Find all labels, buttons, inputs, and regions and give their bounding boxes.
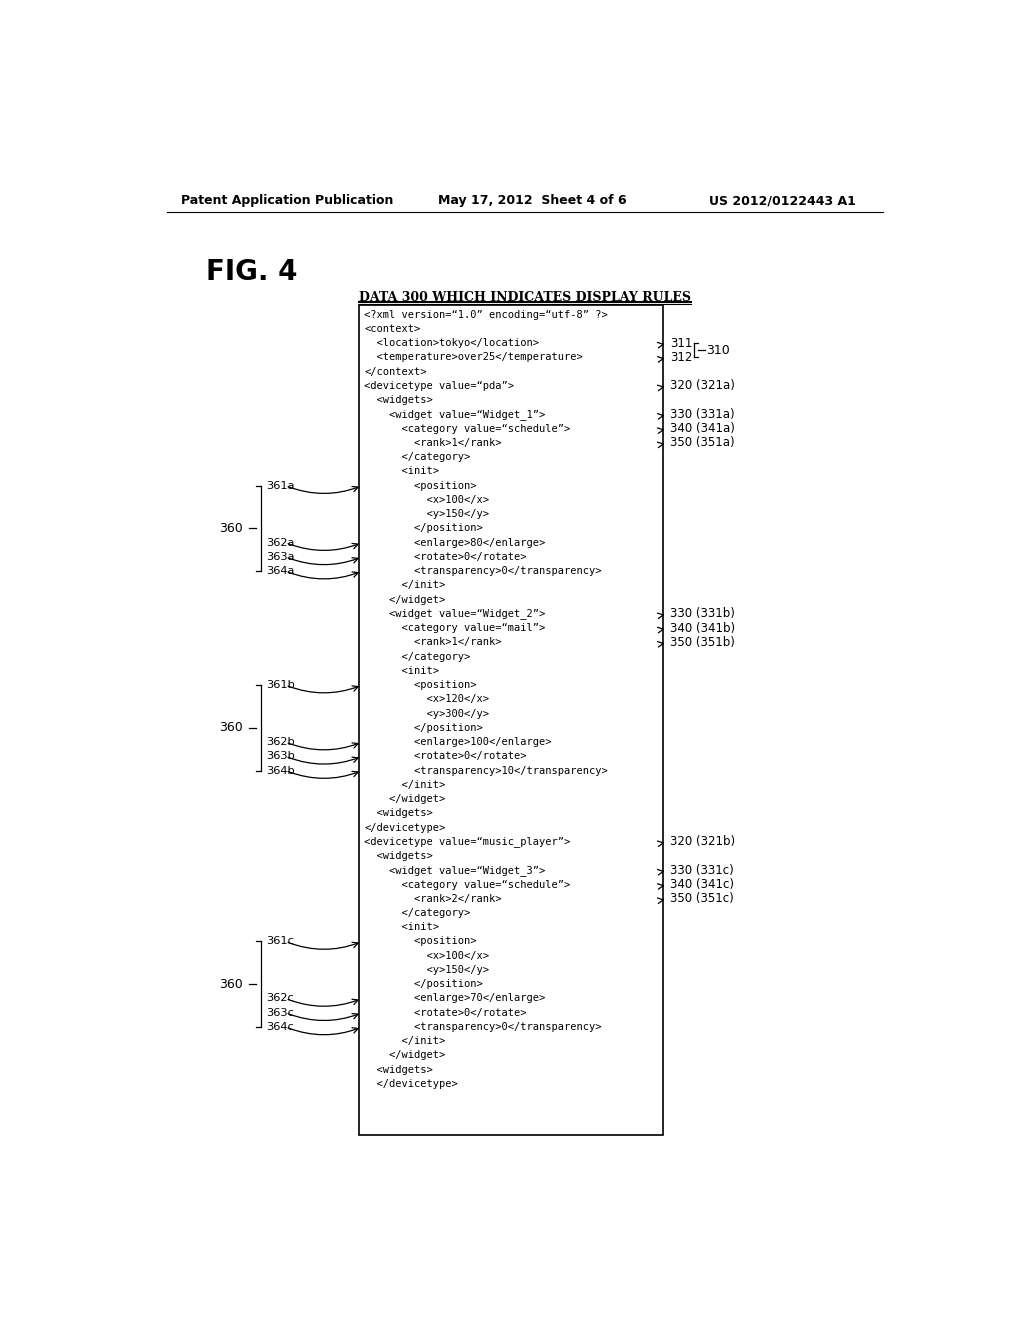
Text: <rank>1</rank>: <rank>1</rank>	[365, 638, 502, 647]
Text: <category value=“mail”>: <category value=“mail”>	[365, 623, 546, 634]
Text: <context>: <context>	[365, 323, 421, 334]
Text: <widgets>: <widgets>	[365, 1065, 433, 1074]
Text: 361b: 361b	[266, 680, 295, 690]
Text: <?xml version=“1.0” encoding=“utf-8” ?>: <?xml version=“1.0” encoding=“utf-8” ?>	[365, 310, 608, 319]
Text: 364c: 364c	[266, 1022, 294, 1032]
Text: <position>: <position>	[365, 680, 477, 690]
Text: 320 (321b): 320 (321b)	[671, 836, 735, 849]
Text: <x>100</x>: <x>100</x>	[365, 950, 489, 961]
Text: 360: 360	[219, 721, 243, 734]
Text: <rotate>0</rotate>: <rotate>0</rotate>	[365, 552, 527, 562]
Text: <rotate>0</rotate>: <rotate>0</rotate>	[365, 751, 527, 762]
Text: </category>: </category>	[365, 908, 471, 917]
Text: <widget value=“Widget_2”>: <widget value=“Widget_2”>	[365, 609, 546, 619]
Text: 363c: 363c	[266, 1007, 294, 1018]
Text: 364a: 364a	[266, 566, 294, 576]
Text: 340 (341b): 340 (341b)	[671, 622, 735, 635]
Text: <widget value=“Widget_1”>: <widget value=“Widget_1”>	[365, 409, 546, 420]
Text: 362a: 362a	[266, 537, 294, 548]
Text: 364b: 364b	[266, 766, 295, 776]
Text: </devicetype>: </devicetype>	[365, 822, 445, 833]
Text: 330 (331b): 330 (331b)	[671, 607, 735, 620]
Text: 350 (351b): 350 (351b)	[671, 636, 735, 649]
Text: </position>: </position>	[365, 524, 483, 533]
Text: 330 (331c): 330 (331c)	[671, 863, 734, 876]
Text: <position>: <position>	[365, 480, 477, 491]
Text: <transparency>0</transparency>: <transparency>0</transparency>	[365, 566, 602, 576]
Text: </context>: </context>	[365, 367, 427, 376]
Text: </widget>: </widget>	[365, 594, 445, 605]
Text: <y>150</y>: <y>150</y>	[365, 510, 489, 519]
Text: 363a: 363a	[266, 552, 295, 562]
Text: </init>: </init>	[365, 1036, 445, 1047]
Text: 350 (351a): 350 (351a)	[671, 437, 735, 449]
Text: DATA 300 WHICH INDICATES DISPLAY RULES: DATA 300 WHICH INDICATES DISPLAY RULES	[358, 290, 691, 304]
Text: 360: 360	[219, 521, 243, 535]
Text: 350 (351c): 350 (351c)	[671, 892, 734, 906]
Text: <y>150</y>: <y>150</y>	[365, 965, 489, 975]
Text: <category value=“schedule”>: <category value=“schedule”>	[365, 879, 570, 890]
Text: </category>: </category>	[365, 652, 471, 661]
Text: 361c: 361c	[266, 936, 294, 946]
Text: US 2012/0122443 A1: US 2012/0122443 A1	[710, 194, 856, 207]
Text: 362c: 362c	[266, 994, 294, 1003]
Text: <position>: <position>	[365, 936, 477, 946]
Text: </devicetype>: </devicetype>	[365, 1078, 458, 1089]
Text: 361a: 361a	[266, 480, 295, 491]
Text: <category value=“schedule”>: <category value=“schedule”>	[365, 424, 570, 434]
Text: <location>tokyo</location>: <location>tokyo</location>	[365, 338, 540, 348]
Text: </init>: </init>	[365, 780, 445, 789]
Text: <rank>2</rank>: <rank>2</rank>	[365, 894, 502, 904]
Text: </widget>: </widget>	[365, 1051, 445, 1060]
Text: <rank>1</rank>: <rank>1</rank>	[365, 438, 502, 447]
Text: 340 (341c): 340 (341c)	[671, 878, 734, 891]
Text: <y>300</y>: <y>300</y>	[365, 709, 489, 718]
Text: <transparency>0</transparency>: <transparency>0</transparency>	[365, 1022, 602, 1032]
Text: <rotate>0</rotate>: <rotate>0</rotate>	[365, 1007, 527, 1018]
Text: May 17, 2012  Sheet 4 of 6: May 17, 2012 Sheet 4 of 6	[438, 194, 627, 207]
Text: 330 (331a): 330 (331a)	[671, 408, 735, 421]
Text: </category>: </category>	[365, 453, 471, 462]
Text: 340 (341a): 340 (341a)	[671, 422, 735, 436]
Text: 320 (321a): 320 (321a)	[671, 379, 735, 392]
Text: <x>100</x>: <x>100</x>	[365, 495, 489, 504]
Text: <enlarge>100</enlarge>: <enlarge>100</enlarge>	[365, 737, 552, 747]
Text: </widget>: </widget>	[365, 795, 445, 804]
Text: 362b: 362b	[266, 737, 295, 747]
Text: <init>: <init>	[365, 466, 439, 477]
Text: <temperature>over25</temperature>: <temperature>over25</temperature>	[365, 352, 583, 363]
Text: </position>: </position>	[365, 979, 483, 989]
Text: </init>: </init>	[365, 581, 445, 590]
Text: </position>: </position>	[365, 723, 483, 733]
Text: <widgets>: <widgets>	[365, 808, 433, 818]
Text: <enlarge>70</enlarge>: <enlarge>70</enlarge>	[365, 994, 546, 1003]
Text: FIG. 4: FIG. 4	[206, 259, 297, 286]
Text: <enlarge>80</enlarge>: <enlarge>80</enlarge>	[365, 537, 546, 548]
Text: 311: 311	[671, 337, 693, 350]
Text: 363b: 363b	[266, 751, 295, 762]
Text: <devicetype value=“music_player”>: <devicetype value=“music_player”>	[365, 837, 570, 847]
Text: 312: 312	[671, 351, 693, 364]
Text: <init>: <init>	[365, 923, 439, 932]
Text: <transparency>10</transparency>: <transparency>10</transparency>	[365, 766, 608, 776]
Text: <widgets>: <widgets>	[365, 851, 433, 861]
Text: Patent Application Publication: Patent Application Publication	[180, 194, 393, 207]
Bar	[359, 305, 663, 1135]
Text: 360: 360	[219, 978, 243, 991]
Text: <widget value=“Widget_3”>: <widget value=“Widget_3”>	[365, 865, 546, 875]
Text: <widgets>: <widgets>	[365, 395, 433, 405]
Text: 310: 310	[707, 343, 730, 356]
Text: <init>: <init>	[365, 665, 439, 676]
Text: <x>120</x>: <x>120</x>	[365, 694, 489, 705]
Text: <devicetype value=“pda”>: <devicetype value=“pda”>	[365, 381, 514, 391]
